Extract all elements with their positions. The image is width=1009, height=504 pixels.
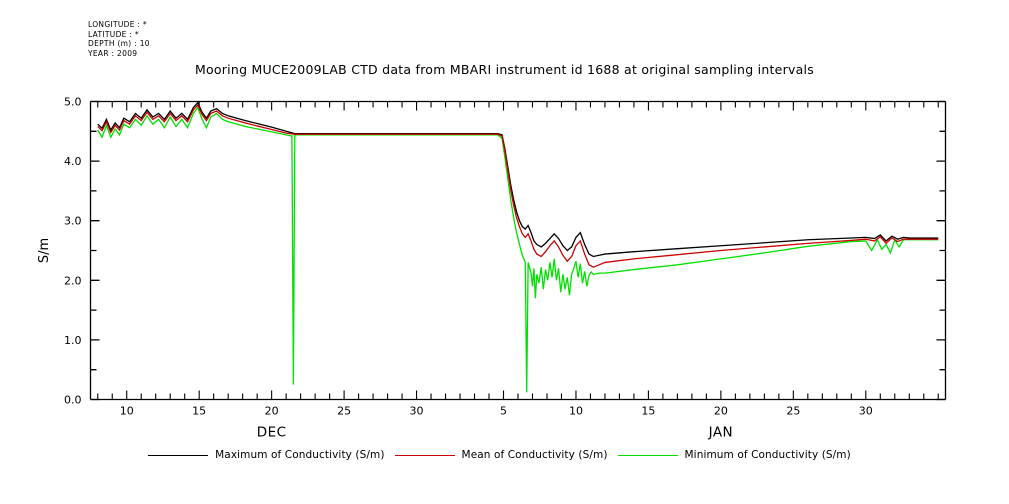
x-tick-label: 25 [337, 405, 351, 418]
x-tick-label: 20 [714, 405, 728, 418]
x-tick-label: 25 [786, 405, 800, 418]
axis-layer [89, 100, 947, 401]
y-tick-label: 1.0 [64, 334, 82, 347]
metadata-depth: DEPTH (m) : 10 [88, 39, 150, 49]
x-axis-ticks [97, 101, 939, 400]
y-tick-label: 0.0 [64, 394, 82, 407]
x-tick-label: 15 [641, 405, 655, 418]
metadata-latitude: LATITUDE : * [88, 29, 139, 39]
plot-frame [89, 100, 947, 401]
y-tick-label: 4.0 [64, 155, 82, 168]
legend-label-mean: Mean of Conductivity (S/m) [461, 449, 608, 461]
x-tick-label: 10 [120, 405, 134, 418]
legend-label-min: Minimum of Conductivity (S/m) [684, 449, 851, 461]
legend-entry-max: Maximum of Conductivity (S/m) [148, 449, 394, 461]
data-series-line [97, 106, 939, 393]
x-tick-label: 30 [410, 405, 424, 418]
y-tick-label: 3.0 [64, 215, 82, 228]
metadata-longitude: LONGITUDE : * [88, 20, 147, 29]
chart-title: Mooring MUCE2009LAB CTD data from MBARI … [194, 62, 815, 77]
data-series-line [97, 103, 939, 268]
axis-labels: 0.0 1.0 2.0 3.0 4.0 5.0 S/m 10 15 20 25 30 5 10 15 20 25… [37, 96, 873, 441]
y-axis-label: S/m [37, 238, 52, 263]
y-tick-label: 2.0 [64, 274, 82, 287]
x-axis-month-label: JAN [708, 425, 734, 441]
data-series-line [97, 101, 939, 258]
metadata-year: YEAR : 2009 [88, 48, 138, 58]
legend-swatch-max-icon [148, 454, 209, 456]
series-layer [97, 101, 939, 393]
y-tick-label: 5.0 [64, 96, 82, 109]
x-tick-label: 15 [192, 405, 206, 418]
x-tick-label: 30 [859, 405, 873, 418]
y-axis-ticks [90, 100, 946, 401]
x-tick-label: 20 [265, 405, 279, 418]
legend-label-max: Maximum of Conductivity (S/m) [215, 449, 385, 461]
chart-legend: Maximum of Conductivity (S/m) Mean of Co… [0, 449, 1009, 461]
legend-swatch-min-icon [617, 454, 678, 456]
x-tick-label: 5 [500, 405, 507, 418]
metadata-header: LONGITUDE : * LATITUDE : * DEPTH (m) : 1… [88, 20, 150, 58]
legend-entry-min: Minimum of Conductivity (S/m) [617, 449, 861, 461]
legend-swatch-mean-icon [394, 454, 455, 456]
x-axis-month-label: DEC [257, 425, 287, 441]
legend-entry-mean: Mean of Conductivity (S/m) [394, 449, 618, 461]
x-tick-label: 10 [569, 405, 583, 418]
